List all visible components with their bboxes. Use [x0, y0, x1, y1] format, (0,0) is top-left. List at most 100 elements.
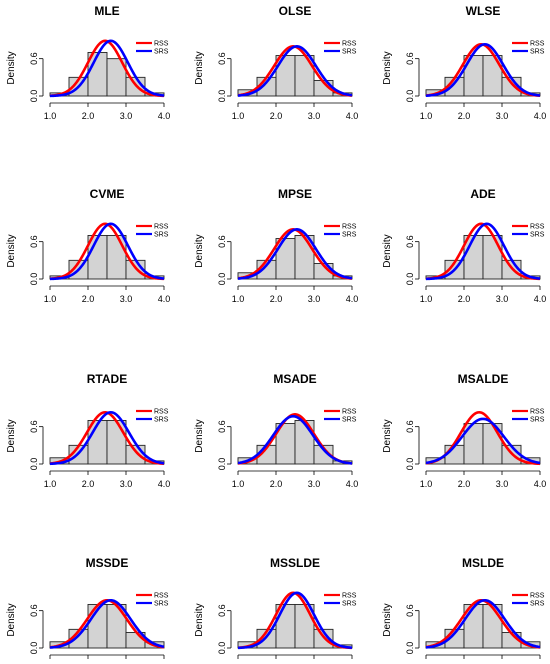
y-tick-label: 0.6 — [217, 420, 227, 433]
y-axis-label: Density — [382, 51, 393, 84]
x-tick-label: 2.0 — [458, 111, 471, 121]
x-tick-label: 1.0 — [44, 294, 57, 304]
legend-label: SRS — [154, 232, 169, 239]
y-tick-label: 0.0 — [405, 642, 415, 655]
legend-label: SRS — [154, 49, 169, 56]
legend-label: RSS — [342, 593, 357, 600]
srs-density-curve — [425, 42, 541, 98]
x-tick-label: 3.0 — [120, 294, 133, 304]
x-tick-label: 2.0 — [270, 111, 283, 121]
x-tick-label: 4.0 — [158, 111, 171, 121]
panel-title: MSLDE — [462, 556, 504, 570]
srs-density-curve — [49, 598, 165, 649]
panel-title: MSADE — [273, 372, 316, 386]
y-tick-label: 0.6 — [217, 235, 227, 248]
srs-density-curve — [237, 45, 353, 97]
legend-label: SRS — [154, 601, 169, 608]
y-tick-label: 0.0 — [217, 273, 227, 286]
legend-label: SRS — [342, 49, 357, 56]
legend-label: RSS — [154, 409, 169, 416]
y-tick-label: 0.6 — [29, 52, 39, 65]
y-tick-label: 0.6 — [29, 604, 39, 617]
legend-label: RSS — [342, 409, 357, 416]
legend-label: RSS — [530, 593, 545, 600]
x-tick-label: 1.0 — [420, 111, 433, 121]
srs-density-curve — [237, 414, 353, 465]
x-tick-label: 2.0 — [82, 111, 95, 121]
histogram-bar — [275, 55, 296, 97]
y-axis-label: Density — [382, 603, 393, 636]
y-tick-label: 0.0 — [29, 458, 39, 471]
y-tick-label: 0.0 — [217, 90, 227, 103]
panel-title: ADE — [470, 187, 495, 201]
y-axis-label: Density — [194, 234, 205, 267]
legend-label: SRS — [530, 417, 545, 424]
histogram-bar — [106, 603, 127, 649]
x-tick-label: 2.0 — [458, 294, 471, 304]
x-tick-label: 4.0 — [158, 294, 171, 304]
x-tick-label: 1.0 — [44, 111, 57, 121]
x-tick-label: 4.0 — [158, 479, 171, 489]
x-tick-label: 3.0 — [308, 294, 321, 304]
legend-label: SRS — [342, 601, 357, 608]
histogram-bar — [482, 234, 503, 280]
x-tick-label: 4.0 — [346, 294, 359, 304]
y-tick-label: 0.6 — [217, 52, 227, 65]
legend-label: RSS — [530, 409, 545, 416]
srs-density-curve — [425, 417, 541, 465]
x-tick-label: 2.0 — [458, 479, 471, 489]
y-axis-label: Density — [6, 234, 17, 267]
y-tick-label: 0.6 — [29, 235, 39, 248]
srs-density-curve — [237, 591, 353, 650]
x-tick-label: 3.0 — [496, 111, 509, 121]
histogram-bar — [313, 444, 334, 465]
y-tick-label: 0.6 — [405, 604, 415, 617]
x-tick-label: 1.0 — [232, 479, 245, 489]
histogram-bar — [125, 444, 146, 465]
y-axis-label: Density — [6, 603, 17, 636]
legend-label: SRS — [342, 417, 357, 424]
x-tick-label: 3.0 — [308, 479, 321, 489]
srs-density-curve — [425, 222, 541, 281]
panel-title: MPSE — [278, 187, 312, 201]
panel-title: MLE — [94, 4, 119, 18]
x-tick-label: 2.0 — [82, 294, 95, 304]
histogram-bar — [482, 55, 503, 97]
histogram-bar — [294, 419, 315, 465]
panel-title: OLSE — [279, 4, 312, 18]
panel-title: MSALDE — [458, 372, 509, 386]
y-tick-label: 0.0 — [405, 458, 415, 471]
legend-label: RSS — [530, 41, 545, 48]
x-tick-label: 3.0 — [308, 111, 321, 121]
y-axis-label: Density — [382, 419, 393, 452]
y-tick-label: 0.0 — [29, 273, 39, 286]
legend-label: SRS — [530, 232, 545, 239]
srs-density-curve — [49, 410, 165, 466]
x-tick-label: 4.0 — [346, 111, 359, 121]
histogram-bar — [106, 234, 127, 280]
legend-label: SRS — [154, 417, 169, 424]
x-tick-label: 2.0 — [82, 479, 95, 489]
histogram-bar — [294, 55, 315, 97]
srs-density-curve — [49, 222, 165, 281]
panel-title: CVME — [90, 187, 125, 201]
legend-label: RSS — [342, 41, 357, 48]
legend-label: SRS — [530, 49, 545, 56]
y-tick-label: 0.6 — [405, 52, 415, 65]
y-axis-label: Density — [194, 603, 205, 636]
